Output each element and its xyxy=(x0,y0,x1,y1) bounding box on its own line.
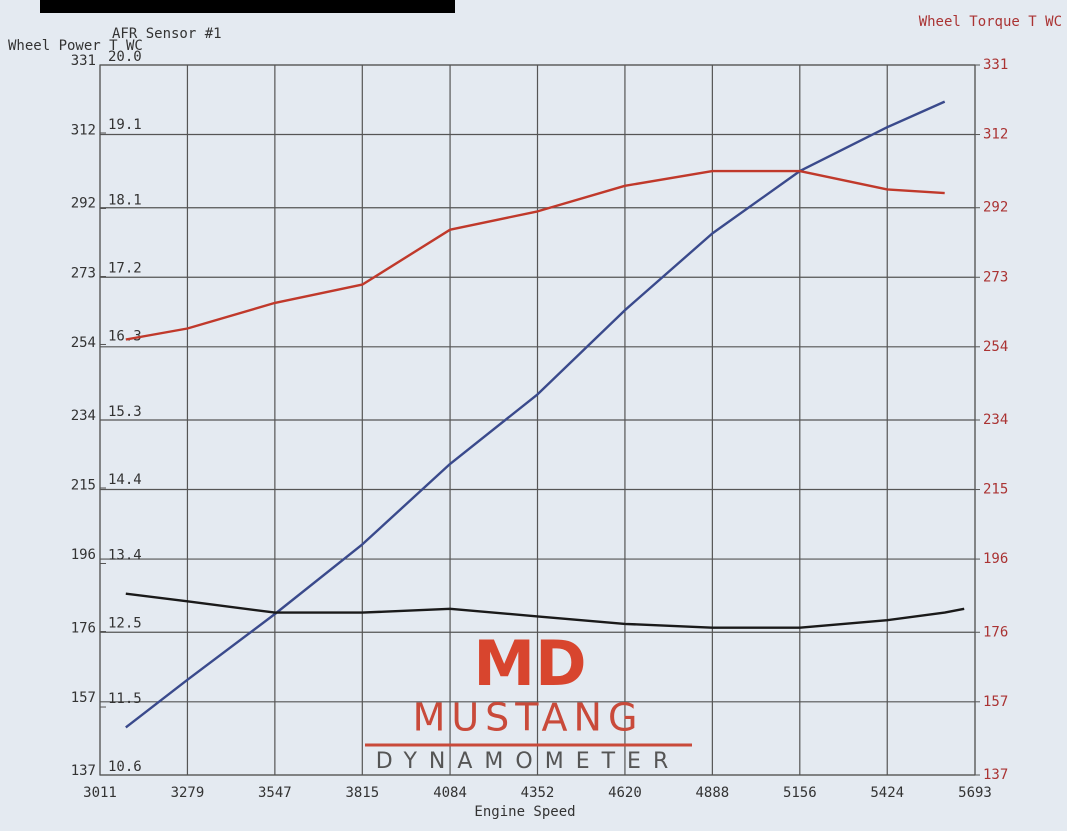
y2-tick-label: 176 xyxy=(983,624,1008,640)
y3-tick-label: 10.6 xyxy=(108,759,142,775)
y2-tick-label: 273 xyxy=(983,269,1008,285)
logo-name: MUSTANG xyxy=(413,696,644,740)
x-tick-label: 5693 xyxy=(958,785,992,801)
page: Wheel Power T WC AFR Sensor #1 Wheel Tor… xyxy=(0,0,1067,831)
y3-tick-label: 11.5 xyxy=(108,691,142,707)
y3-tick-label: 19.1 xyxy=(108,117,142,133)
x-tick-label: 3547 xyxy=(258,785,292,801)
y-tick-label: 215 xyxy=(71,478,96,494)
y-tick-label: 176 xyxy=(71,620,96,636)
y-tick-label: 254 xyxy=(71,335,96,351)
y-tick-label: 196 xyxy=(71,547,96,563)
y2-tick-label: 292 xyxy=(983,200,1008,216)
x-tick-label: 3815 xyxy=(345,785,379,801)
y2-tick-label: 254 xyxy=(983,339,1008,355)
y3-axis-label: AFR Sensor #1 xyxy=(112,26,222,42)
x-tick-label: 4620 xyxy=(608,785,642,801)
x-axis-label: Engine Speed xyxy=(474,804,575,820)
y3-tick-label: 15.3 xyxy=(108,404,142,420)
x-tick-label: 4084 xyxy=(433,785,467,801)
y-tick-label: 273 xyxy=(71,265,96,281)
y2-tick-label: 157 xyxy=(983,694,1008,710)
x-tick-label: 3279 xyxy=(171,785,205,801)
y-tick-label: 234 xyxy=(71,408,96,424)
chart: Wheel Power T WC AFR Sensor #1 Wheel Tor… xyxy=(0,0,1067,831)
y3-tick-label: 12.5 xyxy=(108,615,142,631)
y2-tick-label: 196 xyxy=(983,551,1008,567)
y2-tick-label: 331 xyxy=(983,57,1008,73)
y2-tick-label: 215 xyxy=(983,482,1008,498)
y3-tick-label: 13.4 xyxy=(108,548,142,564)
y-tick-label: 292 xyxy=(71,196,96,212)
y-tick-label: 137 xyxy=(71,763,96,779)
x-tick-label: 3011 xyxy=(83,785,117,801)
y-tick-label: 157 xyxy=(71,690,96,706)
y-tick-label: 331 xyxy=(71,53,96,69)
y3-tick-label: 17.2 xyxy=(108,260,142,276)
y3-tick-label: 14.4 xyxy=(108,472,142,488)
x-tick-label: 5156 xyxy=(783,785,817,801)
logo-mark: MD xyxy=(473,627,586,700)
x-tick-label: 4888 xyxy=(696,785,730,801)
y2-tick-label: 234 xyxy=(983,412,1008,428)
x-tick-label: 4352 xyxy=(521,785,555,801)
y2-tick-label: 312 xyxy=(983,127,1008,143)
y2-tick-label: 137 xyxy=(983,767,1008,783)
y2-axis-label: Wheel Torque T WC xyxy=(919,14,1062,30)
logo-sub: DYNAMOMETER xyxy=(376,749,681,774)
redaction-bar xyxy=(40,0,455,13)
y3-tick-label: 18.1 xyxy=(108,193,142,209)
y-tick-label: 312 xyxy=(71,123,96,139)
y3-tick-label: 20.0 xyxy=(108,49,142,65)
x-tick-label: 5424 xyxy=(870,785,904,801)
